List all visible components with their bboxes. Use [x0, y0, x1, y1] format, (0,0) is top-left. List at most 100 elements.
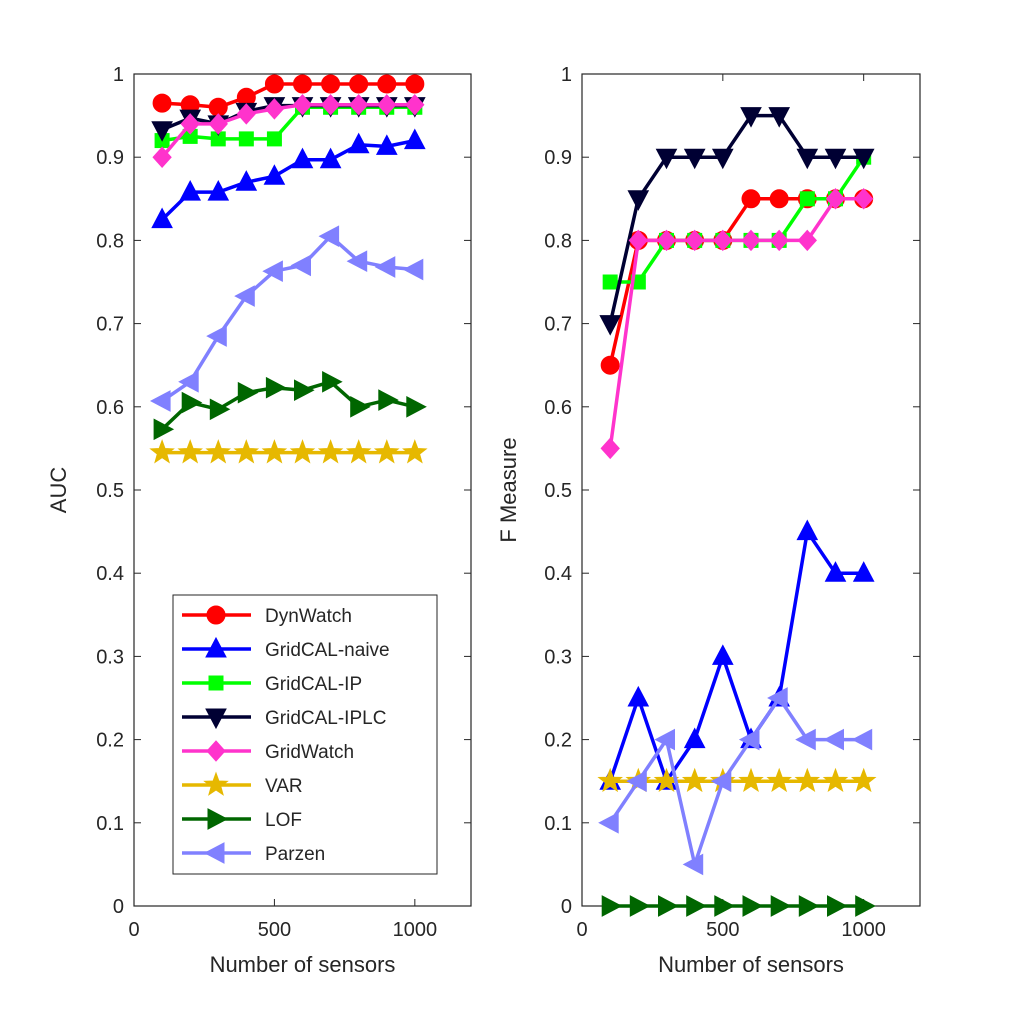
fmeasure-data-point — [794, 767, 821, 793]
fmeasure-data-point — [769, 189, 789, 209]
fmeasure-data-point — [686, 895, 707, 917]
auc-data-point — [377, 94, 397, 116]
fmeasure-data-point — [796, 519, 819, 541]
auc-y-tick-label: 0 — [113, 896, 124, 918]
auc-data-point — [405, 94, 425, 116]
auc-data-point — [320, 94, 341, 116]
fmeasure-data-point — [681, 767, 708, 793]
fmeasure-data-point — [738, 728, 760, 751]
fmeasure-data-point — [628, 229, 648, 252]
auc-data-point — [177, 439, 203, 464]
auc-data-point — [180, 113, 200, 135]
auc-data-point — [349, 74, 369, 94]
auc-data-point — [346, 250, 368, 273]
legend-item-gridcal-iplc: GridCAL-IPLC — [182, 708, 386, 730]
fmeasure-panel: 0 0.1 0.2 0.3 0.4 0.5 0.6 0.7 0.8 0.9 1 0 500 1000 Num… — [496, 64, 921, 977]
legend-marker — [203, 771, 229, 796]
auc-data-point — [209, 398, 231, 421]
fmeasure-data-point — [824, 561, 847, 582]
legend-marker — [205, 708, 227, 730]
auc-series-gridcal-naive — [151, 128, 426, 229]
auc-data-point — [149, 439, 175, 464]
auc-series-line — [161, 234, 415, 403]
fmeasure-data-point — [598, 811, 619, 834]
auc-data-point — [150, 390, 171, 412]
auc-data-point — [208, 113, 228, 135]
fmeasure-data-point — [852, 148, 875, 170]
auc-series-line — [160, 138, 416, 221]
fmeasure-data-point — [713, 229, 733, 252]
fmeasure-data-point — [683, 727, 706, 749]
fmeasure-data-point — [799, 191, 815, 207]
auc-y-tick-label: 0.3 — [96, 646, 124, 668]
fmeasure-data-point — [710, 770, 732, 793]
fmeasure-data-point — [600, 437, 620, 460]
fmeasure-data-point — [627, 685, 650, 707]
fmeasure-data-point — [629, 895, 651, 917]
auc-y-axis: 0 0.1 0.2 0.3 0.4 0.5 0.6 0.7 0.8 0.9 1 — [96, 64, 471, 918]
fmeasure-data-point — [711, 644, 734, 665]
fmeasure-y-tick-label: 0 — [561, 896, 572, 918]
fmeasure-data-point — [658, 895, 679, 917]
legend-label: Parzen — [265, 844, 325, 865]
fmeasure-data-point — [654, 728, 675, 751]
fmeasure-data-point — [851, 728, 873, 751]
auc-data-point — [233, 439, 260, 464]
auc-y-tick-label: 0.9 — [96, 147, 124, 169]
auc-data-point — [405, 74, 425, 94]
legend-box — [172, 594, 438, 875]
fmeasure-data-point — [683, 148, 706, 170]
auc-y-axis-label: AUC — [46, 467, 71, 514]
fmeasure-data-point — [711, 148, 734, 170]
auc-data-point — [317, 439, 344, 464]
auc-data-point — [151, 207, 173, 229]
legend-marker — [203, 842, 225, 864]
auc-data-point — [375, 134, 398, 155]
auc-data-point — [345, 439, 372, 464]
fmeasure-data-point — [825, 188, 846, 210]
fmeasure-data-point — [627, 190, 650, 211]
legend-item-parzen: Parzen — [182, 842, 325, 865]
fmeasure-series-gridcal-iplc — [599, 107, 875, 336]
auc-y-tick-label: 0.6 — [96, 397, 124, 419]
auc-data-point — [319, 147, 342, 169]
auc-data-point — [262, 260, 283, 283]
auc-series-lof — [153, 370, 427, 441]
auc-series-dynwatch — [152, 74, 425, 117]
fmeasure-data-point — [769, 229, 789, 252]
legend-marker — [206, 740, 226, 762]
auc-data-point — [206, 325, 227, 347]
auc-x-tick-label: 500 — [258, 919, 291, 941]
legend-label: GridCAL-naive — [265, 640, 390, 661]
fmeasure-data-point — [656, 229, 677, 252]
fmeasure-data-point — [626, 770, 647, 793]
fmeasure-data-point — [850, 767, 877, 793]
auc-data-point — [403, 128, 426, 150]
auc-series-line — [160, 380, 416, 431]
fmeasure-data-point — [767, 687, 788, 709]
auc-data-point — [374, 256, 396, 278]
legend-item-gridwatch: GridWatch — [182, 740, 354, 763]
auc-data-point — [406, 395, 427, 418]
auc-y-tick-label: 1 — [113, 64, 124, 86]
auc-y-tick-label: 0.7 — [96, 314, 124, 336]
fmeasure-x-axis-label: Number of sensors — [658, 952, 844, 977]
fmeasure-data-point — [600, 355, 620, 375]
auc-data-point — [151, 121, 173, 142]
fmeasure-x-axis: 0 500 1000 — [576, 74, 886, 941]
auc-data-point — [178, 370, 199, 393]
fmeasure-data-point — [768, 107, 791, 128]
legend-marker — [205, 636, 227, 658]
auc-panel: 0 0.1 0.2 0.3 0.4 0.5 0.6 0.7 0.8 0.9 1 0 500 1000 Num… — [46, 64, 472, 977]
auc-data-point — [235, 170, 258, 191]
fmeasure-data-point — [738, 767, 764, 793]
fmeasure-y-tick-label: 0.2 — [544, 730, 572, 752]
auc-data-point — [152, 146, 172, 168]
legend-label: GridCAL-IP — [265, 674, 362, 695]
auc-series-line — [160, 103, 415, 159]
auc-data-point — [402, 258, 424, 281]
fmeasure-x-tick-label: 0 — [576, 919, 587, 941]
auc-data-point — [290, 254, 311, 277]
